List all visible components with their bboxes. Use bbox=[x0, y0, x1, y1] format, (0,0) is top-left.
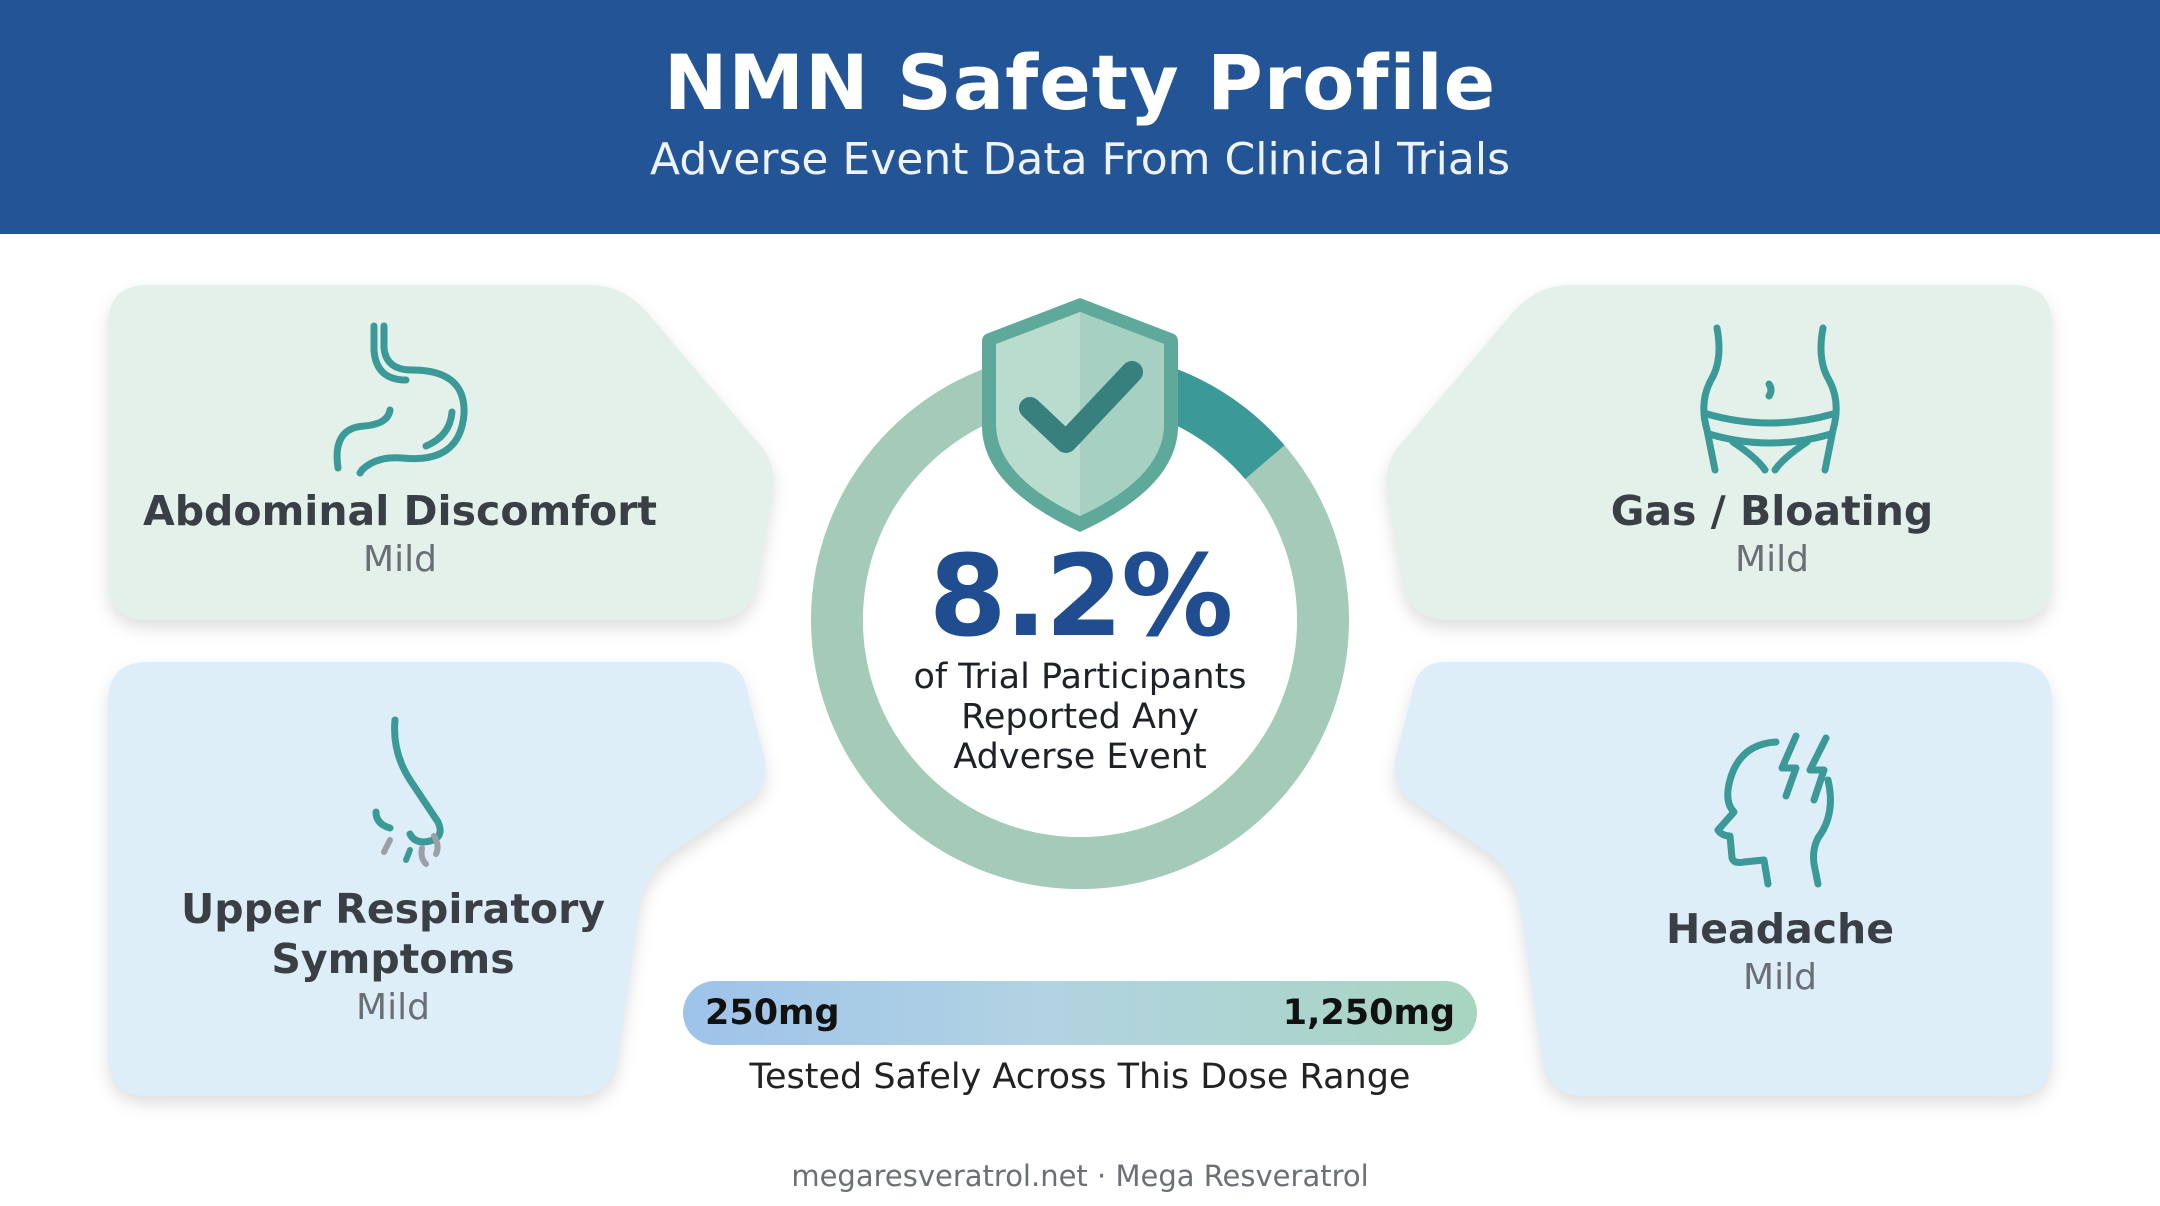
percentage-description-line-3: Adverse Event bbox=[953, 737, 1207, 777]
dose-range-bar: 250mg 1,250mg bbox=[683, 981, 1477, 1045]
card-headache-bg bbox=[1394, 662, 2052, 1096]
page-subtitle: Adverse Event Data From Clinical Trials bbox=[650, 134, 1510, 185]
abdomen-icon bbox=[1700, 324, 1840, 474]
card-upper-respiratory: Upper Respiratory Symptoms Mild bbox=[108, 884, 678, 1032]
shield-check-icon bbox=[982, 298, 1178, 532]
head-lightning-icon bbox=[1714, 732, 1834, 888]
stomach-icon bbox=[333, 322, 468, 477]
card-gas-bloating-bg bbox=[1386, 285, 2052, 620]
dose-max-label: 1,250mg bbox=[1282, 993, 1455, 1033]
percentage-description-line-2: Reported Any bbox=[961, 697, 1199, 737]
card-abdominal-discomfort: Abdominal Discomfort Mild bbox=[108, 486, 692, 584]
card-upper-respiratory-bg bbox=[108, 662, 766, 1096]
center-ring-graphic bbox=[811, 298, 1349, 889]
card-title-line-2: Symptoms bbox=[271, 935, 515, 983]
card-gas-bloating: Gas / Bloating Mild bbox=[1480, 486, 2064, 584]
center-stat: 8.2% of Trial Participants Reported Any … bbox=[830, 537, 1330, 777]
dose-range-caption: Tested Safely Across This Dose Range bbox=[749, 1057, 1411, 1097]
card-severity: Mild bbox=[1743, 957, 1817, 998]
card-severity: Mild bbox=[1735, 539, 1809, 580]
nose-icon bbox=[372, 716, 444, 867]
dose-min-label: 250mg bbox=[705, 993, 840, 1033]
card-severity: Mild bbox=[363, 539, 437, 580]
page-title: NMN Safety Profile bbox=[663, 38, 1497, 127]
card-severity: Mild bbox=[356, 987, 430, 1028]
card-title-line-1: Upper Respiratory bbox=[180, 885, 606, 933]
footer-credit: megaresveratrol.net · Mega Resveratrol bbox=[791, 1159, 1369, 1193]
card-title: Abdominal Discomfort bbox=[142, 487, 658, 535]
percentage-description-line-1: of Trial Participants bbox=[913, 657, 1247, 697]
card-headache: Headache Mild bbox=[1490, 904, 2070, 1002]
card-title: Headache bbox=[1665, 905, 1895, 953]
header-banner: NMN Safety Profile Adverse Event Data Fr… bbox=[0, 0, 2160, 234]
card-title: Gas / Bloating bbox=[1610, 487, 1934, 535]
ring-inner bbox=[863, 403, 1297, 837]
adverse-event-percentage: 8.2% bbox=[928, 532, 1234, 662]
